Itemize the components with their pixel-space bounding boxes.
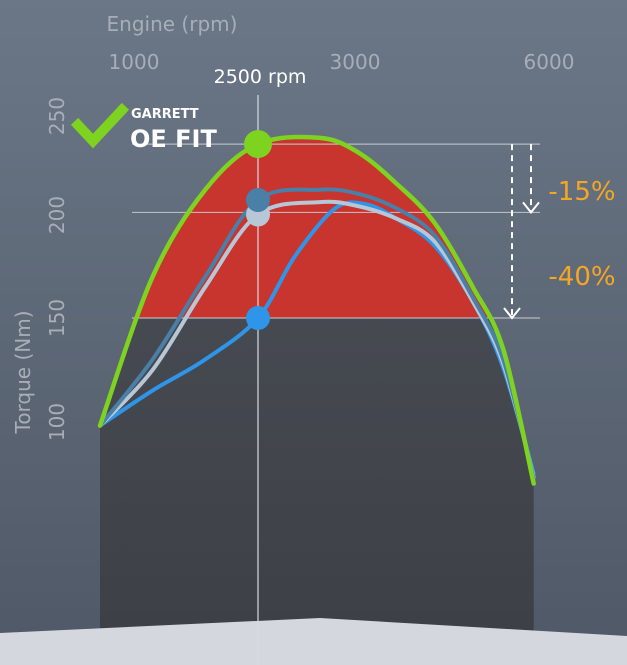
floor-shape — [0, 618, 627, 665]
product-name: OE FIT — [130, 125, 217, 153]
marker-label: 2500 rpm — [214, 66, 307, 88]
y-axis-title: Torque (Nm) — [11, 310, 35, 434]
oe-fit-badge: GARRETT OE FIT — [70, 102, 217, 153]
x-axis-title: Engine (rpm) — [107, 12, 238, 36]
y-tick-label: 150 — [45, 299, 69, 337]
highlight-point-3 — [246, 306, 270, 330]
series-line-2 — [98, 199, 536, 480]
highlight-point-0 — [244, 130, 272, 159]
series-line-1 — [98, 187, 536, 482]
drop-label-15: -15% — [548, 177, 615, 207]
series-line-0 — [97, 134, 536, 486]
y-tick-label: 200 — [45, 196, 69, 234]
y-tick-label: 250 — [45, 97, 69, 135]
drop-label-40: -40% — [548, 262, 615, 292]
checkmark-icon — [70, 102, 130, 149]
highlight-point-1 — [246, 188, 270, 213]
y-tick-label: 100 — [45, 403, 69, 441]
series-layer — [97, 130, 536, 486]
brand-name: GARRETT — [131, 107, 199, 122]
drop-arrow-head — [522, 201, 540, 215]
drop-arrows — [503, 144, 540, 320]
x-tick-label: 3000 — [330, 50, 381, 74]
gridlines — [132, 143, 540, 319]
x-tick-label: 1000 — [109, 50, 160, 74]
x-tick-label: 6000 — [524, 50, 575, 74]
drop-arrow-head — [503, 307, 521, 320]
